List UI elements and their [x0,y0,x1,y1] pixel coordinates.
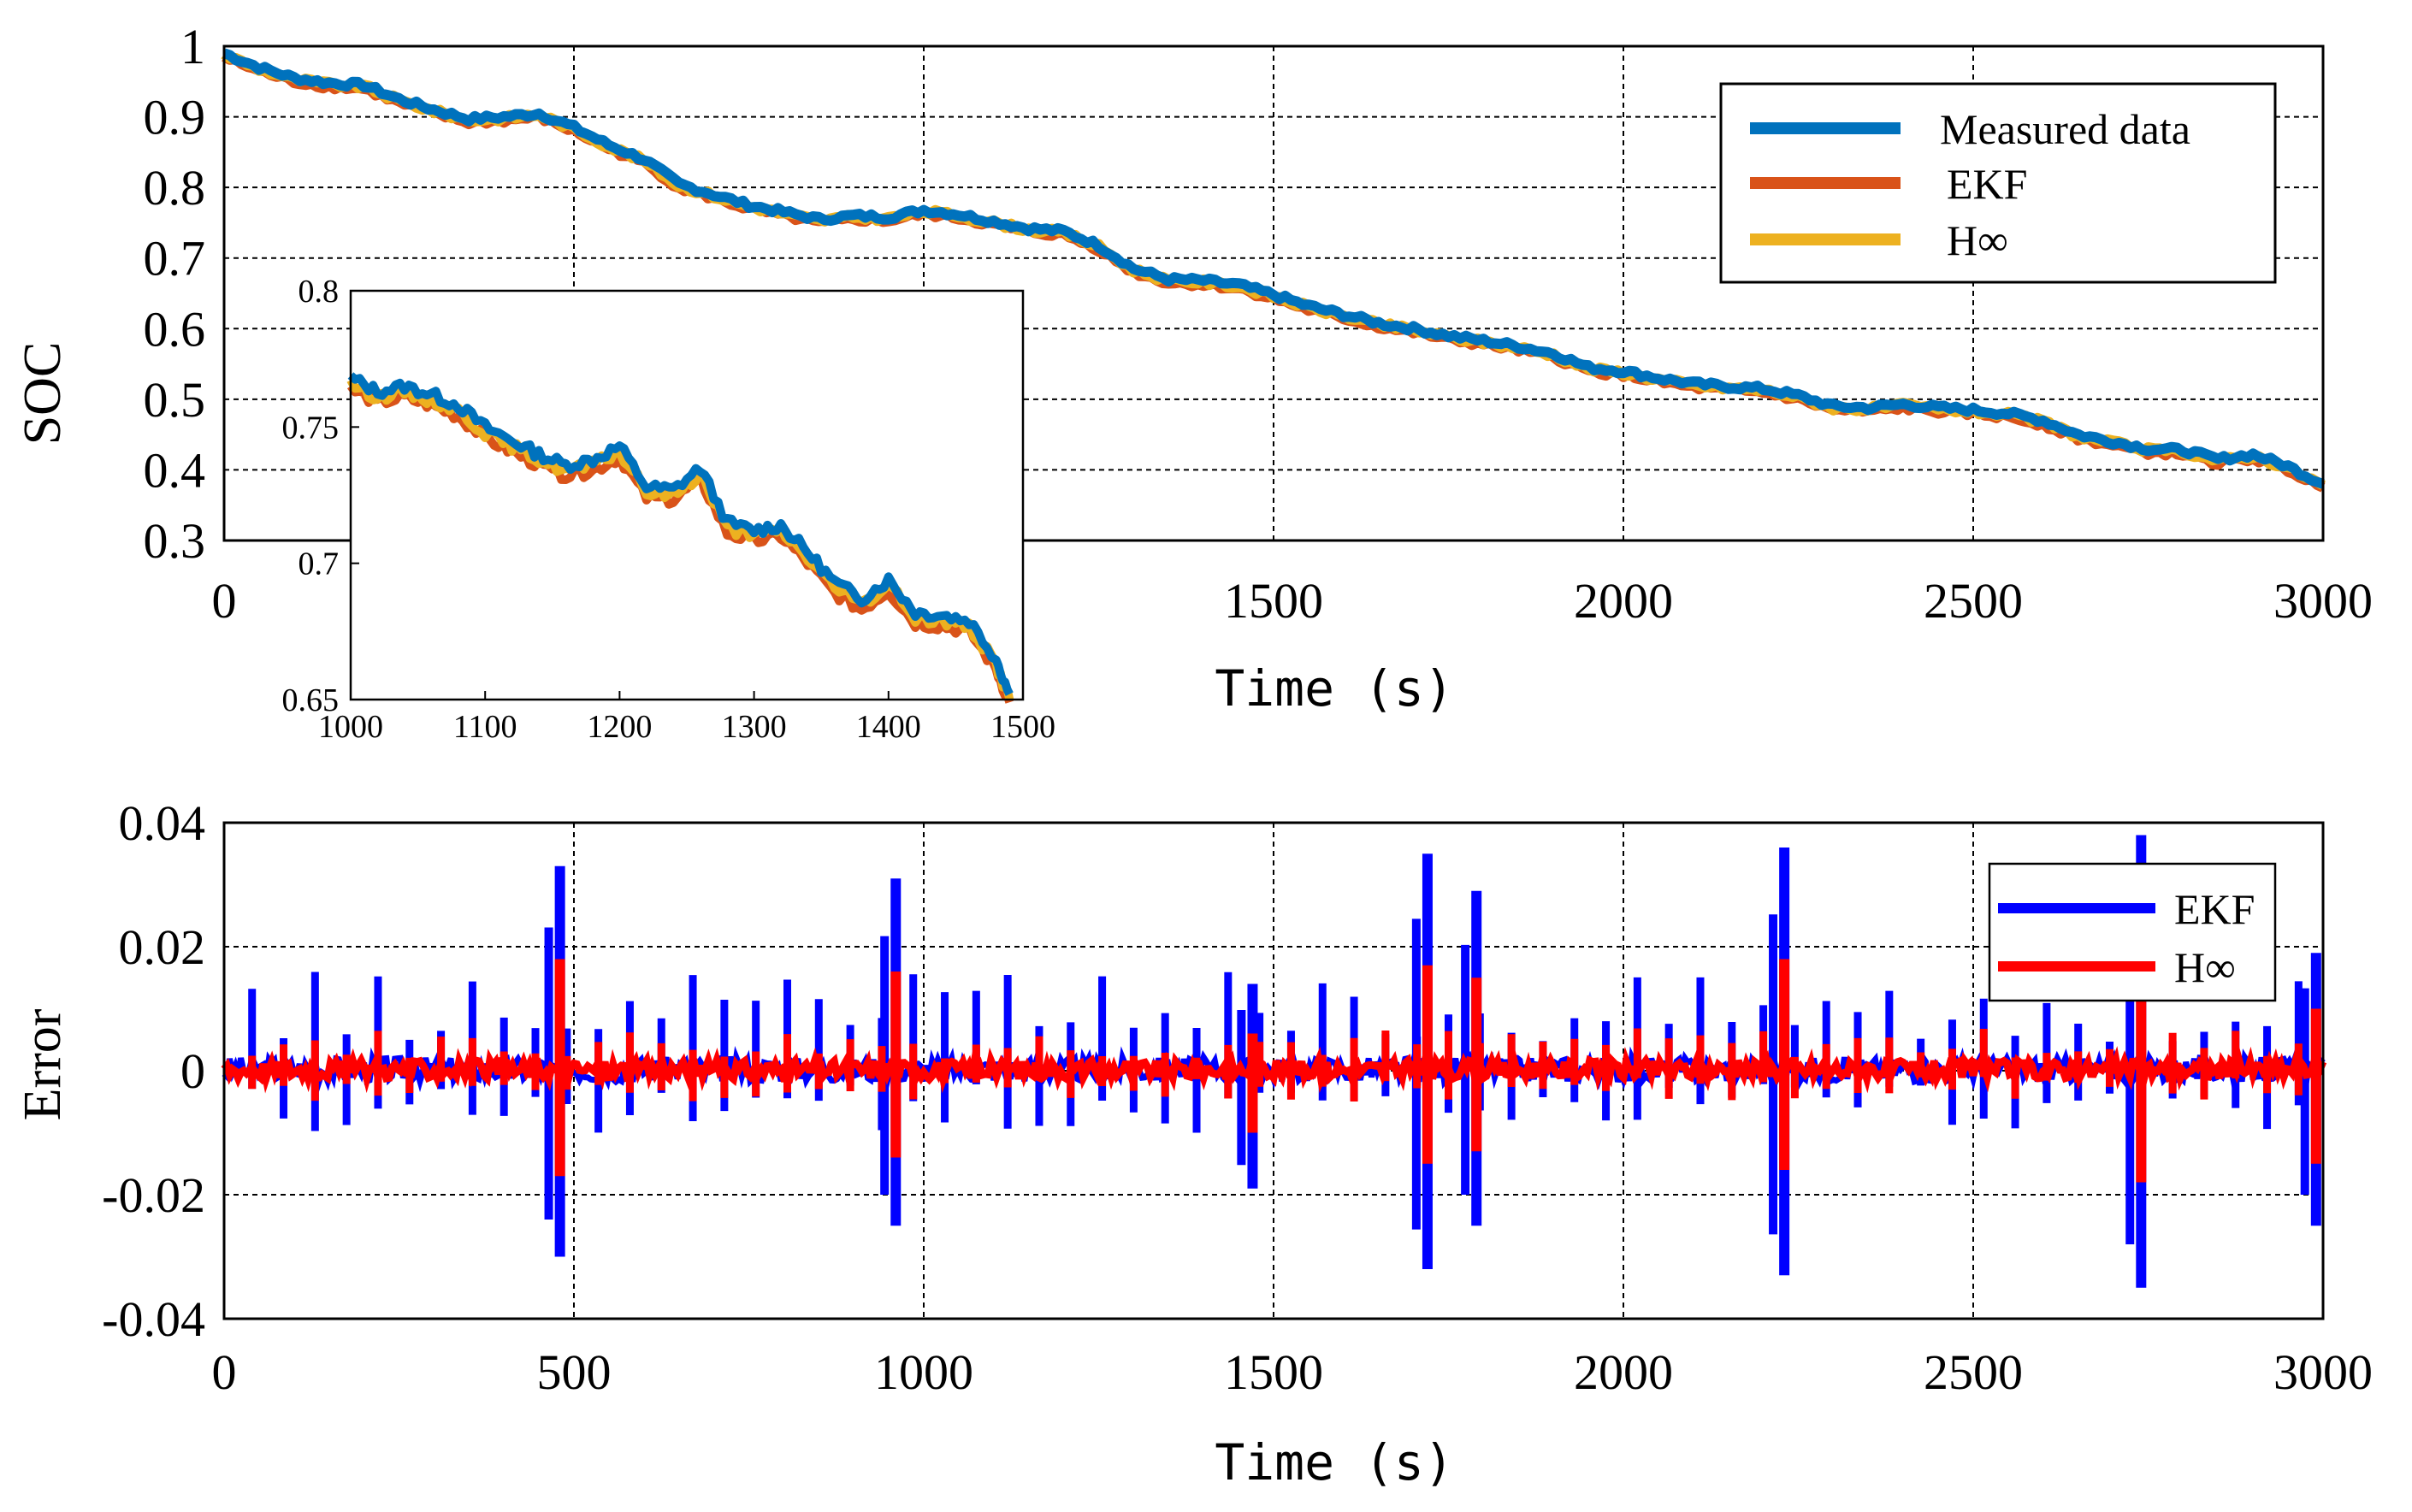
error-y-ticks: -0.04 -0.02 0 0.02 0.04 [102,795,205,1347]
soc-y-ticks: 0.3 0.4 0.5 0.6 0.7 0.8 0.9 1 [144,19,206,569]
soc-series-line [222,48,2325,489]
error-legend-label-hinf: H∞ [2174,943,2236,991]
soc-x-tick-label: 0 [212,573,237,629]
soc-chart: 0.3 0.4 0.5 0.6 0.7 0.8 0.9 1 0 1500 2000 2500 3000… [14,19,2373,718]
inset-y-tick-label: 0.75 [282,410,340,446]
soc-inset-chart: 0.65 0.7 0.75 0.8 1000 1100 1200 1300 1400 1500 [282,274,1056,745]
inset-x-ticks: 1000 1100 1200 1300 1400 1500 [318,691,1055,745]
inset-y-ticks: 0.65 0.7 0.75 0.8 [282,274,359,718]
inset-y-tick-label: 0.7 [299,546,340,582]
inset-x-tick-label: 1500 [990,709,1055,745]
error-x-tick-label: 3000 [2273,1344,2373,1400]
soc-y-axis-label: SOC [14,342,72,446]
error-x-axis-label: Time (s) [1215,1433,1453,1491]
soc-x-tick-label: 2500 [1924,573,2023,629]
error-plot-frame [222,821,2325,1320]
soc-x-tick-label: 1500 [1224,573,1323,629]
inset-y-tick-label: 0.8 [299,274,340,310]
soc-y-tick-label: 0.4 [144,442,206,498]
error-lines [221,835,2327,1288]
inset-background [351,291,1023,700]
error-legend-label-ekf: EKF [2174,885,2255,933]
soc-y-tick-label: 0.3 [144,513,206,569]
error-y-tick-label: -0.04 [102,1291,205,1347]
inset-series-line [347,372,1014,696]
soc-legend: Measured data EKF H∞ [1719,82,2277,284]
error-y-tick-label: -0.02 [102,1167,205,1223]
soc-x-ticks: 0 1500 2000 2500 3000 [212,573,2374,629]
error-legend: EKF H∞ [1988,862,2277,1002]
soc-y-tick-label: 0.9 [144,90,206,145]
legend-label-ekf: EKF [1947,160,2027,208]
inset-y-tick-label: 0.65 [282,682,340,718]
inset-plot-frame [349,289,1025,701]
error-legend-box [1988,862,2277,1002]
error-x-tick-label: 1000 [874,1344,973,1400]
error-chart: -0.04 -0.02 0 0.02 0.04 0 500 1000 1500 2000 2500… [14,795,2373,1491]
error-y-tick-label: 0.04 [119,795,206,851]
soc-y-tick-label: 0.5 [144,372,206,428]
error-x-tick-label: 2000 [1574,1344,1673,1400]
error-hinf-noise [221,1045,2327,1094]
inset-x-tick-label: 1200 [587,709,652,745]
error-y-axis-label: Error [14,1008,72,1120]
inset-x-tick-label: 1400 [856,709,921,745]
soc-y-tick-label: 0.8 [144,160,206,216]
soc-lines [221,48,2326,493]
error-y-tick-label: 0.02 [119,919,206,975]
soc-y-tick-label: 1 [180,19,205,74]
soc-y-tick-label: 0.7 [144,231,206,286]
inset-x-tick-label: 1100 [453,709,517,745]
legend-label-hinf: H∞ [1947,216,2008,264]
soc-x-tick-label: 2000 [1574,573,1673,629]
error-x-tick-label: 2500 [1924,1344,2023,1400]
error-y-tick-label: 0 [180,1043,205,1099]
soc-y-tick-label: 0.6 [144,301,206,357]
inset-x-tick-label: 1300 [722,709,787,745]
error-x-ticks: 0 500 1000 1500 2000 2500 3000 [212,1344,2374,1400]
error-x-tick-label: 1500 [1224,1344,1323,1400]
inset-lines [346,372,1014,704]
inset-x-tick-label: 1000 [318,709,383,745]
soc-x-tick-label: 3000 [2273,573,2373,629]
soc-plot-frame [222,44,2325,542]
error-x-tick-label: 500 [537,1344,612,1400]
legend-label-measured: Measured data [1940,105,2190,153]
soc-x-axis-label: Time (s) [1215,659,1453,718]
error-x-tick-label: 0 [212,1344,237,1400]
